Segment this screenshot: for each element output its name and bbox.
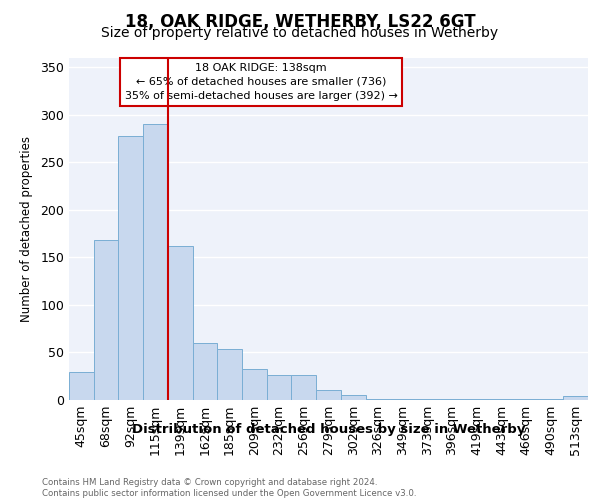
Text: 18, OAK RIDGE, WETHERBY, LS22 6GT: 18, OAK RIDGE, WETHERBY, LS22 6GT	[125, 12, 475, 30]
Bar	[489, 399, 514, 400]
Bar	[539, 399, 563, 400]
Bar	[563, 396, 588, 400]
Bar	[217, 348, 242, 400]
Bar	[341, 395, 365, 400]
Text: Size of property relative to detached houses in Wetherby: Size of property relative to detached ho…	[101, 26, 499, 40]
Bar	[440, 399, 464, 400]
Text: Distribution of detached houses by size in Wetherby: Distribution of detached houses by size …	[132, 422, 526, 436]
Text: 18 OAK RIDGE: 138sqm
← 65% of detached houses are smaller (736)
35% of semi-deta: 18 OAK RIDGE: 138sqm ← 65% of detached h…	[125, 62, 397, 100]
Bar	[168, 246, 193, 400]
Bar	[94, 240, 118, 400]
Bar	[143, 124, 168, 400]
Text: Contains HM Land Registry data © Crown copyright and database right 2024.
Contai: Contains HM Land Registry data © Crown c…	[42, 478, 416, 498]
Bar	[316, 390, 341, 400]
Y-axis label: Number of detached properties: Number of detached properties	[20, 136, 34, 322]
Bar	[464, 399, 489, 400]
Bar	[292, 376, 316, 400]
Bar	[267, 376, 292, 400]
Bar	[365, 399, 390, 400]
Bar	[514, 399, 539, 400]
Bar	[242, 368, 267, 400]
Bar	[415, 399, 440, 400]
Bar	[390, 399, 415, 400]
Bar	[69, 372, 94, 400]
Bar	[193, 343, 217, 400]
Bar	[118, 136, 143, 400]
